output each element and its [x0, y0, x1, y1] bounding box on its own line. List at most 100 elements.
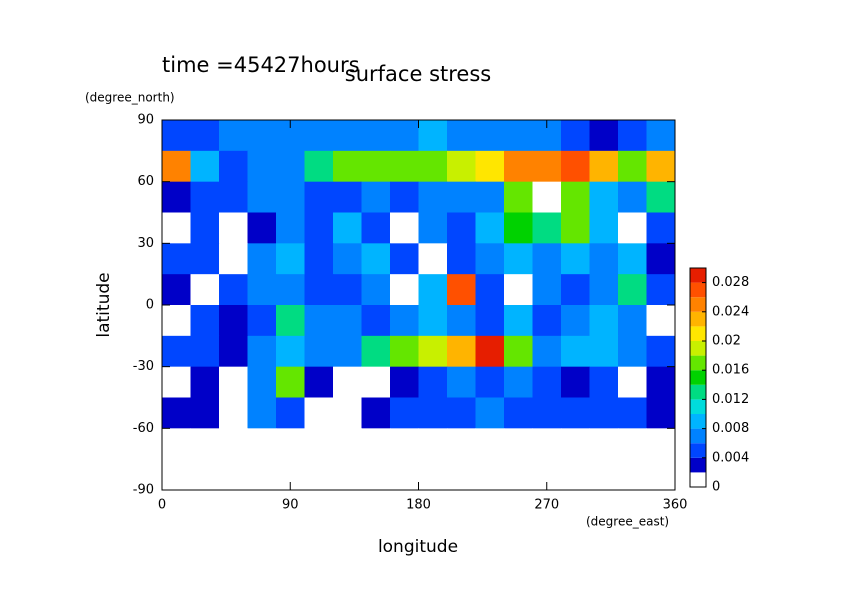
- field-cell: [361, 459, 391, 491]
- x-tick-label: 90: [282, 498, 299, 513]
- field-cell: [475, 120, 505, 152]
- field-cell: [219, 212, 248, 244]
- colorbar-tick-label: 0.028: [712, 275, 749, 290]
- field-cell: [390, 305, 419, 337]
- field-cell: [276, 181, 305, 213]
- field-cell: [361, 428, 391, 460]
- colorbar-band: [690, 297, 706, 312]
- field-cell: [162, 212, 191, 244]
- field-cell: [190, 212, 220, 244]
- field-cell: [162, 181, 191, 213]
- field-cell: [304, 150, 334, 183]
- field-cell: [418, 243, 448, 275]
- chart-title: surface stress: [345, 62, 491, 86]
- field-cell: [190, 459, 220, 491]
- colorbar-band: [690, 326, 706, 341]
- field-cell: [361, 335, 391, 368]
- field-cell: [504, 335, 533, 368]
- colorbar-band: [690, 311, 706, 327]
- field-cell: [447, 181, 476, 213]
- field-cell: [589, 428, 619, 460]
- field-cell: [247, 428, 277, 460]
- field-cell: [418, 120, 448, 152]
- field-cell: [333, 459, 362, 491]
- y-tick-label: 0: [146, 298, 154, 313]
- field-cell: [304, 366, 334, 398]
- y-unit: (degree_north): [85, 91, 175, 105]
- field-cell: [162, 150, 191, 183]
- field-cell: [304, 120, 334, 152]
- colorbar-band: [690, 428, 706, 444]
- field-cell: [219, 459, 248, 491]
- field-cell: [532, 335, 562, 368]
- field-cell: [162, 366, 191, 398]
- field-cell: [475, 274, 505, 306]
- field-cell: [247, 181, 277, 213]
- field-cell: [532, 366, 562, 398]
- field-cell: [589, 150, 619, 183]
- colorbar-band: [690, 341, 706, 356]
- field-cell: [418, 428, 448, 460]
- colorbar-band: [690, 399, 706, 414]
- field-cell: [304, 181, 334, 213]
- field-cell: [475, 459, 505, 491]
- colorbar-band: [690, 457, 706, 473]
- field-cell: [475, 305, 505, 337]
- field-cell: [276, 150, 305, 183]
- field-cell: [589, 120, 619, 152]
- field-cell: [333, 243, 362, 275]
- x-tick-label: 180: [406, 498, 431, 513]
- field-cell: [589, 335, 619, 368]
- field-cell: [504, 459, 533, 491]
- colorbar-band: [690, 472, 706, 487]
- field-cell: [247, 459, 277, 491]
- field-cell: [561, 305, 590, 337]
- field-cell: [447, 212, 476, 244]
- field-cell: [561, 459, 590, 491]
- field-cell: [447, 120, 476, 152]
- field-cell: [361, 212, 391, 244]
- field-cell: [561, 335, 590, 368]
- field-cell: [646, 366, 676, 398]
- field-cell: [333, 212, 362, 244]
- field-cell: [190, 428, 220, 460]
- field-cell: [532, 428, 562, 460]
- field-cell: [618, 397, 647, 429]
- field-cell: [418, 150, 448, 183]
- field-cell: [447, 243, 476, 275]
- field-cell: [618, 305, 647, 337]
- field-cell: [447, 397, 476, 429]
- field-cell: [589, 305, 619, 337]
- field-cell: [219, 366, 248, 398]
- x-unit: (degree_east): [586, 515, 669, 529]
- field-cell: [276, 274, 305, 306]
- field-cell: [190, 397, 220, 429]
- field-cell: [276, 212, 305, 244]
- field-cell: [618, 428, 647, 460]
- field-cell: [618, 459, 647, 491]
- field-cell: [475, 428, 505, 460]
- field-cell: [646, 459, 676, 491]
- field-cell: [646, 305, 676, 337]
- field-cell: [418, 397, 448, 429]
- field-cell: [162, 335, 191, 368]
- field-cell: [475, 366, 505, 398]
- field-cell: [247, 366, 277, 398]
- field-cell: [418, 212, 448, 244]
- field-cell: [219, 397, 248, 429]
- field: [162, 120, 676, 491]
- field-cell: [447, 459, 476, 491]
- field-cell: [162, 459, 191, 491]
- field-cell: [504, 212, 533, 244]
- colorbar-frame: [689, 267, 707, 488]
- colorbar-tick-label: 0.02: [712, 334, 741, 349]
- y-tick-label: 60: [137, 174, 154, 189]
- field-cell: [162, 397, 191, 429]
- colorbar-tick-label: 0.016: [712, 363, 749, 378]
- x-tick-label: 270: [534, 498, 559, 513]
- field-cell: [247, 150, 277, 183]
- field-cell: [475, 243, 505, 275]
- colorbar-tick-label: 0.004: [712, 450, 749, 465]
- field-cell: [333, 120, 362, 152]
- field-cell: [333, 305, 362, 337]
